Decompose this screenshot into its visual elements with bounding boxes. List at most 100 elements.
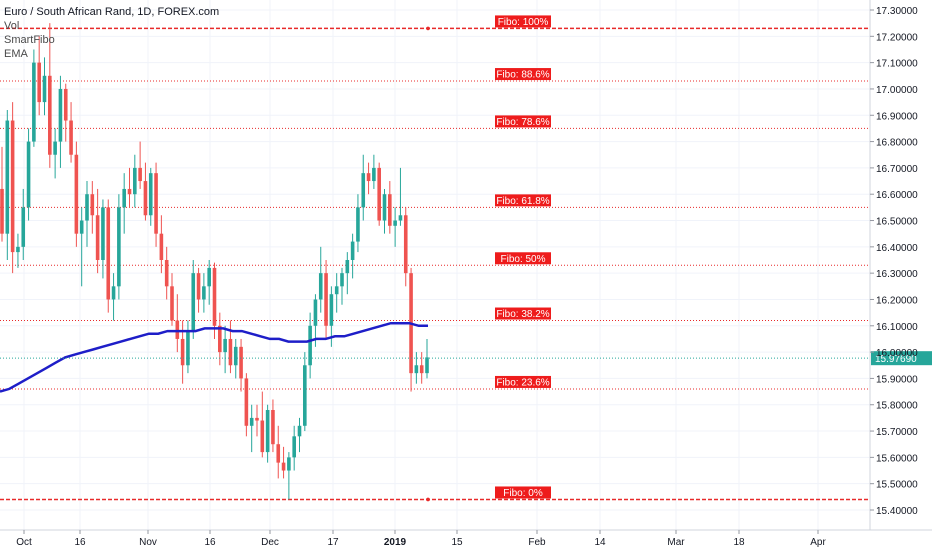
- candle-body: [63, 88, 68, 121]
- candle-body: [202, 286, 206, 300]
- fibo-anchor-dot: [426, 26, 430, 31]
- candle-body: [218, 325, 222, 353]
- candle-body: [255, 417, 259, 421]
- candle-body: [207, 267, 211, 287]
- fibo-label: Fibo: 61.8%: [496, 196, 549, 207]
- candle-body: [32, 62, 36, 142]
- candle-body: [377, 167, 381, 221]
- fibo-label-box: [495, 252, 551, 265]
- candle-body: [85, 194, 89, 221]
- x-tick-label: Oct: [16, 537, 32, 548]
- fibo-label: Fibo: 23.6%: [496, 377, 549, 388]
- x-tick-label: 18: [733, 537, 745, 548]
- candle-body: [223, 338, 227, 353]
- candle-body: [281, 462, 286, 471]
- candle-body: [329, 294, 334, 326]
- candle-body: [233, 346, 238, 366]
- candle-body: [398, 215, 403, 221]
- candle-body: [148, 173, 153, 216]
- fibo-label-box: [495, 115, 551, 128]
- candle-body: [170, 286, 174, 321]
- candle-body: [366, 173, 371, 182]
- fibo-label-box: [495, 15, 551, 28]
- ema-line: [0, 321, 428, 393]
- candle-body: [403, 215, 408, 274]
- fibo-label: Fibo: 38.2%: [496, 309, 549, 320]
- x-tick-label: 14: [594, 537, 606, 548]
- indicator-ema[interactable]: EMA: [4, 48, 28, 60]
- candle-body: [361, 173, 366, 208]
- x-tick-label: 17: [327, 537, 339, 548]
- y-tick-label: 17.20000: [876, 32, 918, 43]
- y-tick-label: 15.90000: [876, 374, 918, 385]
- candle-body: [372, 167, 376, 182]
- candle-body: [276, 444, 281, 463]
- y-tick-label: 15.40000: [876, 506, 918, 517]
- candle-body: [16, 246, 20, 253]
- candle-body: [292, 436, 296, 458]
- x-tick-label: Feb: [528, 537, 546, 548]
- y-tick-label: 15.80000: [876, 401, 918, 412]
- candle-body: [37, 62, 41, 103]
- candle-body: [388, 194, 392, 226]
- candle-body: [26, 141, 31, 208]
- candle-body: [318, 273, 323, 300]
- candle-body: [122, 188, 126, 208]
- candle-body: [159, 233, 164, 260]
- candle-body: [90, 194, 95, 216]
- fibo-label-box: [495, 194, 551, 207]
- candle-body: [228, 338, 233, 366]
- y-tick-label: 16.70000: [876, 164, 918, 175]
- candle-body: [356, 207, 360, 242]
- candle-body: [175, 320, 180, 339]
- candle-body: [419, 365, 424, 374]
- candle-body: [414, 365, 419, 374]
- fibo-label: Fibo: 50%: [500, 254, 545, 265]
- candle-body: [133, 167, 137, 195]
- y-tick-label: 15.70000: [876, 427, 918, 438]
- chart-legend: Euro / South African Rand, 1D, FOREX.com…: [4, 5, 219, 61]
- candle-body: [271, 410, 275, 445]
- y-tick-label: 16.60000: [876, 190, 918, 201]
- y-tick-label: 16.90000: [876, 111, 918, 122]
- candle-body: [95, 215, 100, 260]
- y-tick-label: 16.30000: [876, 269, 918, 280]
- candle-body: [239, 346, 243, 379]
- candle-body: [10, 120, 15, 253]
- candle-body: [42, 75, 47, 103]
- fibo-anchor-dot: [426, 497, 430, 502]
- candle-body: [393, 220, 397, 226]
- last-price-badge: [871, 351, 932, 366]
- last-price-label: 15.97690: [875, 354, 917, 365]
- candle-body: [164, 260, 169, 287]
- candle-body: [74, 154, 79, 234]
- y-tick-label: 16.50000: [876, 217, 918, 228]
- candle-body: [48, 75, 52, 155]
- candle-body: [154, 173, 158, 234]
- fibo-label-box: [495, 375, 551, 388]
- candle-body: [53, 141, 57, 155]
- candle-body: [111, 286, 116, 300]
- x-tick-label: Mar: [667, 537, 685, 548]
- candle-body: [0, 188, 4, 234]
- x-tick-label: 15: [451, 537, 463, 548]
- candle-body: [186, 331, 190, 366]
- y-tick-label: 17.00000: [876, 85, 918, 96]
- x-tick-label: Dec: [261, 537, 279, 548]
- indicator-vol[interactable]: Vol: [4, 20, 20, 32]
- candle-body: [127, 188, 132, 195]
- candle-body: [308, 325, 312, 366]
- fibo-label: Fibo: 88.6%: [496, 70, 549, 81]
- candle-body: [249, 417, 254, 426]
- candle-body: [324, 273, 328, 326]
- fibo-label: Fibo: 100%: [498, 17, 549, 28]
- fibo-label-box: [495, 307, 551, 320]
- candle-body: [425, 357, 429, 374]
- x-tick-label: 2019: [384, 537, 407, 548]
- candle-body: [79, 220, 84, 234]
- candle-body: [313, 299, 318, 326]
- x-tick-label: 16: [74, 537, 86, 548]
- indicator-smartfibo[interactable]: SmartFibo: [4, 34, 55, 46]
